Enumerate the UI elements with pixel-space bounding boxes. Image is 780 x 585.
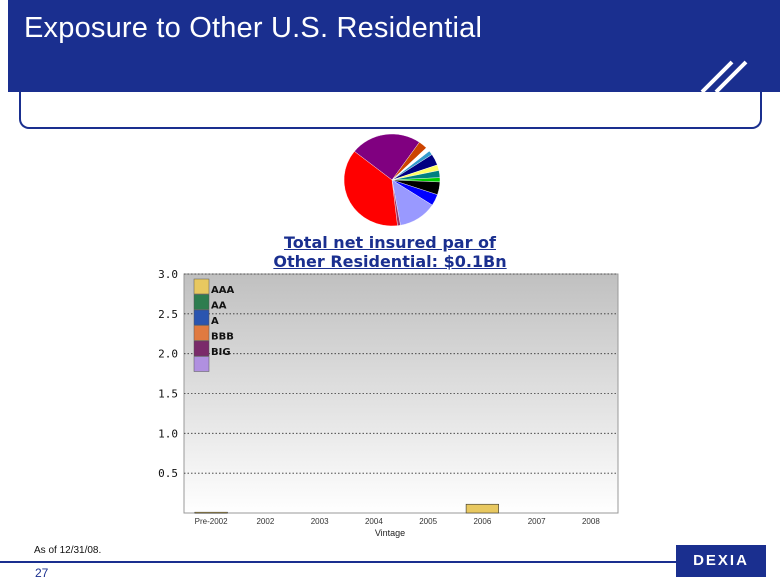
x-tick-label: 2008 bbox=[582, 517, 600, 526]
header-subtitle-box bbox=[19, 92, 762, 129]
legend-swatch bbox=[193, 340, 210, 357]
page-number: 27 bbox=[35, 566, 49, 580]
pie-caption-line-1: Total net insured par of bbox=[284, 233, 496, 252]
legend-label-aa: AA bbox=[211, 301, 227, 312]
pie-caption: Total net insured par of Other Residenti… bbox=[240, 233, 540, 271]
legend-swatch bbox=[193, 278, 210, 295]
bar-aaa-2006 bbox=[465, 503, 499, 514]
x-tick-label: 2007 bbox=[528, 517, 546, 526]
bar-aaa-Pre-2002 bbox=[194, 511, 228, 514]
slide-title: Exposure to Other U.S. Residential bbox=[24, 12, 483, 44]
legend-swatch bbox=[193, 325, 210, 341]
y-tick-label: 1.0 bbox=[158, 427, 178, 440]
footer-divider bbox=[0, 561, 676, 563]
dexia-logo: DEXIA bbox=[676, 545, 766, 577]
x-tick-label: 2002 bbox=[256, 517, 274, 526]
legend-swatch bbox=[193, 294, 210, 310]
header-bar bbox=[8, 0, 780, 92]
y-tick-label: 3.0 bbox=[158, 268, 178, 281]
legend-swatch bbox=[193, 356, 210, 372]
y-tick-label: 2.0 bbox=[158, 348, 178, 361]
x-tick-label: 2004 bbox=[365, 517, 383, 526]
x-tick-label: 2003 bbox=[311, 517, 329, 526]
x-tick-label: 2006 bbox=[473, 517, 491, 526]
pie-slice-12 bbox=[343, 151, 398, 227]
y-tick-label: 2.5 bbox=[158, 308, 178, 321]
legend-label-big: BIG bbox=[211, 347, 231, 358]
legend-label-a: A bbox=[211, 316, 219, 327]
legend-label-bbb: BBB bbox=[211, 332, 234, 343]
footnote: As of 12/31/08. bbox=[34, 545, 102, 556]
x-tick-label: 2005 bbox=[419, 517, 437, 526]
exposure-pie-chart bbox=[343, 133, 441, 227]
legend-label-aaa: AAA bbox=[211, 285, 234, 296]
legend-swatch bbox=[193, 309, 210, 326]
y-tick-label: 0.5 bbox=[158, 467, 178, 480]
x-axis-label: Vintage bbox=[375, 528, 405, 538]
x-tick-label: Pre-2002 bbox=[195, 517, 228, 526]
pie-slice-0 bbox=[354, 133, 420, 181]
slash-logo-icon bbox=[700, 60, 748, 94]
y-tick-label: 1.5 bbox=[158, 388, 178, 401]
pie-caption-line-2: Other Residential: $0.1Bn bbox=[273, 252, 507, 271]
